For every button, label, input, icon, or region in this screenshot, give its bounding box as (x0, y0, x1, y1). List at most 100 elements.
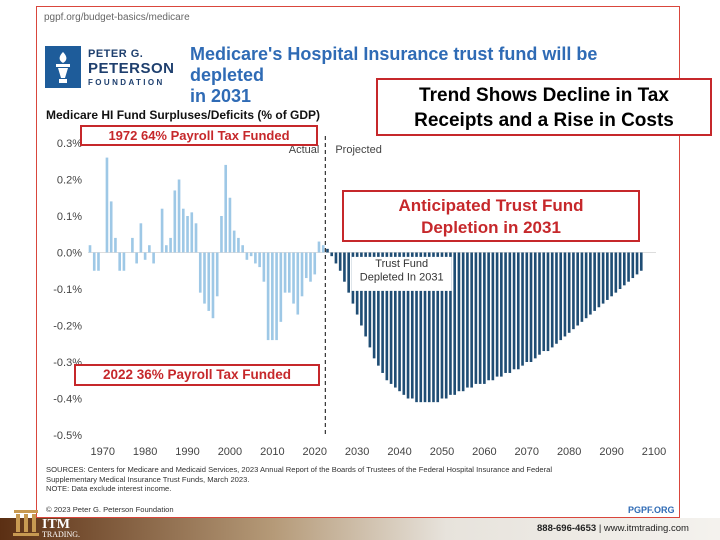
torch-icon (45, 46, 81, 88)
bar-projected (402, 252, 406, 395)
bar-actual (220, 216, 223, 253)
x-tick-label: 1990 (175, 446, 199, 458)
bar-projected (427, 252, 431, 403)
bar-projected (597, 252, 601, 308)
hi-fund-chart: Medicare HI Fund Surpluses/Deficits (% o… (46, 108, 666, 458)
y-tick-label: -0.5% (53, 430, 82, 442)
bar-projected (457, 252, 461, 392)
bar-actual (313, 252, 317, 275)
y-tick-label: -0.1% (53, 284, 82, 296)
itm-brand-line-2: TRADING. (42, 530, 80, 539)
y-tick-label: 0.2% (57, 175, 82, 187)
footer-website[interactable]: www.itmtrading.com (603, 523, 689, 534)
bar-projected (347, 252, 350, 293)
bar-projected (576, 252, 579, 326)
callout-trend: Trend Shows Decline in Tax Receipts and … (376, 78, 712, 136)
bar-actual (241, 245, 244, 253)
headline: Medicare's Hospital Insurance trust fund… (190, 44, 670, 107)
x-tick-label: 2080 (557, 446, 581, 458)
bar-actual (266, 252, 270, 341)
bar-projected (601, 252, 605, 304)
bar-actual (300, 252, 304, 297)
bar-actual (283, 252, 287, 293)
x-tick-label: 1980 (133, 446, 157, 458)
bar-projected (512, 252, 516, 370)
x-tick-label: 2020 (303, 446, 327, 458)
bar-projected (343, 252, 346, 282)
bar-projected (406, 252, 410, 399)
bar-actual (254, 252, 257, 264)
pgpf-link[interactable]: PGPF.ORG (628, 505, 675, 515)
y-axis-labels: 0.3%0.2%0.1%0.0%-0.1%-0.2%-0.3%-0.4%-0.5… (53, 138, 82, 442)
bar-projected (381, 252, 384, 373)
x-tick-label: 1970 (90, 446, 114, 458)
copyright: © 2023 Peter G. Peterson Foundation (46, 505, 174, 514)
bar-actual (186, 216, 189, 253)
bar-projected (444, 252, 448, 399)
bar-projected (500, 252, 503, 377)
bar-projected (516, 252, 520, 370)
headline-line-2: in 2031 (190, 86, 252, 106)
bar-actual (211, 252, 215, 319)
x-tick-label: 2070 (515, 446, 539, 458)
bar-actual (203, 252, 206, 304)
depletion-annotation-background (351, 256, 452, 291)
bar-actual (114, 237, 117, 253)
bar-actual (105, 157, 109, 253)
logo-line-1: PETER G. (88, 48, 144, 60)
bar-projected (521, 252, 524, 366)
bar-actual (97, 252, 100, 271)
bar-actual (118, 252, 121, 271)
y-tick-label: 0.3% (57, 138, 82, 150)
bar-projected (529, 252, 533, 362)
bar-projected (572, 252, 575, 330)
bar-projected (504, 252, 507, 373)
bar-actual (245, 252, 249, 260)
y-tick-label: -0.2% (53, 321, 82, 333)
bar-projected (389, 252, 393, 384)
callout-depletion: Anticipated Trust Fund Depletion in 2031 (342, 190, 640, 242)
bar-actual (122, 252, 126, 271)
bar-actual (317, 241, 321, 253)
bar-projected (483, 252, 486, 384)
column-icon (13, 510, 39, 536)
callout-trend-line-1: Trend Shows Decline in Tax (419, 85, 669, 106)
bar-projected (610, 252, 613, 297)
bar-actual (271, 252, 274, 341)
bar-actual (292, 252, 295, 304)
sources-note: SOURCES: Centers for Medicare and Medica… (46, 465, 676, 494)
bar-projected (631, 252, 635, 279)
bar-actual (228, 197, 232, 253)
bar-projected (627, 252, 630, 282)
bar-actual (249, 252, 253, 257)
footer-phone[interactable]: 888-696-4653 (537, 523, 597, 534)
bar-projected (410, 252, 414, 399)
bar-actual (173, 190, 177, 253)
bar-projected (478, 252, 482, 384)
sources-line-3: NOTE: Data exclude interest income. (46, 484, 172, 494)
depletion-annotation-line-1: Trust Fund (375, 258, 428, 270)
bar-projected (326, 248, 329, 253)
bar-actual (232, 230, 236, 253)
bar-actual (304, 252, 308, 279)
bar-projected (432, 252, 435, 403)
x-tick-label: 2030 (345, 446, 369, 458)
bar-actual (92, 252, 96, 271)
bar-actual (160, 208, 164, 253)
bar-projected (338, 252, 342, 271)
bar-projected (555, 252, 558, 344)
bar-projected (394, 252, 397, 388)
x-tick-label: 2060 (472, 446, 496, 458)
bar-projected (377, 252, 380, 366)
bar-projected (364, 252, 367, 337)
x-tick-label: 2010 (260, 446, 284, 458)
bar-actual (88, 245, 92, 253)
source-url[interactable]: pgpf.org/budget-basics/medicare (44, 12, 190, 23)
label-projected: Projected (335, 144, 381, 156)
bar-projected (368, 252, 372, 348)
bar-projected (584, 252, 588, 319)
bar-projected (385, 252, 389, 381)
bar-projected (449, 252, 452, 395)
callout-1972: 1972 64% Payroll Tax Funded (80, 125, 318, 146)
bar-projected (470, 252, 473, 388)
